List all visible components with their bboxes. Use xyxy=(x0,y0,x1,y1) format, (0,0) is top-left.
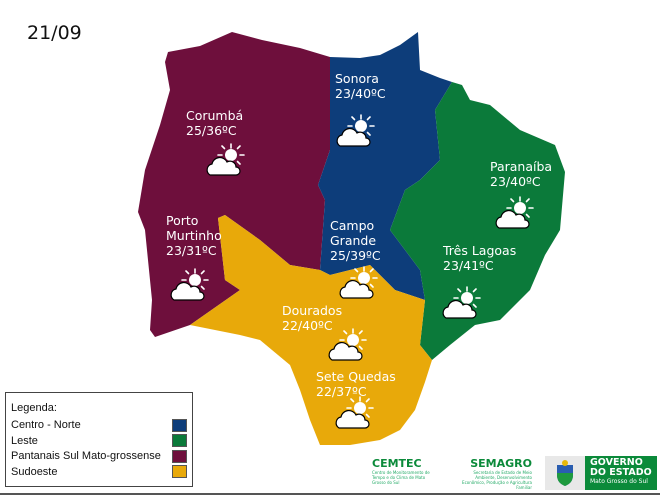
cemtec-subtitle: Centro de Monitoramento de Tempo e do Cl… xyxy=(372,470,430,485)
city-name: Campo xyxy=(330,218,375,233)
legend-item-sudoeste: Sudoeste xyxy=(11,464,192,480)
city-porto-murtinho: Porto Murtinho 23/31ºC xyxy=(166,213,222,258)
forecast-date: 21/09 xyxy=(27,22,82,44)
city-temp: 23/40ºC xyxy=(335,86,386,101)
city-temp: 23/31ºC xyxy=(166,243,217,258)
legend-label: Leste xyxy=(11,434,38,447)
city-name: Três Lagoas xyxy=(443,243,517,258)
semagro-name: SEMAGRO xyxy=(470,457,532,470)
legend-swatch xyxy=(172,465,187,479)
region-centro-norte xyxy=(318,32,452,300)
city-name: Porto xyxy=(166,213,199,228)
divider xyxy=(0,493,660,495)
legend: Legenda: Centro - Norte Leste Pantanais … xyxy=(5,392,193,487)
legend-swatch xyxy=(172,449,187,463)
city-temp: 23/41ºC xyxy=(443,258,494,273)
legend-label: Sudoeste xyxy=(11,465,58,478)
region-pantanais xyxy=(138,32,330,337)
city-temp: 25/36ºC xyxy=(186,123,237,138)
partly-cloudy-icon xyxy=(204,142,248,178)
semagro-logo: SEMAGRO Secretaria de Estado de Meio Amb… xyxy=(452,457,532,490)
city-name: Dourados xyxy=(282,303,343,318)
city-temp: 22/40ºC xyxy=(282,318,333,333)
governo-text: GOVERNO DO ESTADO Mato Grosso do Sul xyxy=(585,456,657,490)
city-temp: 23/40ºC xyxy=(490,174,541,189)
city-paranaiba: Paranaíba 23/40ºC xyxy=(490,159,552,189)
governo-line2: DO ESTADO xyxy=(590,467,652,478)
legend-label: Pantanais Sul Mato-grossense xyxy=(11,450,161,463)
city-sonora: Sonora 23/40ºC xyxy=(335,71,386,101)
cemtec-name: CEMTEC xyxy=(372,457,422,470)
city-corumba: Corumbá 25/36ºC xyxy=(186,108,243,138)
city-name: Sonora xyxy=(335,71,379,86)
legend-title: Legenda: xyxy=(11,402,57,414)
governo-line3: Mato Grosso do Sul xyxy=(590,478,648,485)
legend-label: Centro - Norte xyxy=(11,419,81,432)
semagro-subtitle: Secretaria de Estado de Meio Ambiente, D… xyxy=(462,470,532,490)
legend-item-leste: Leste xyxy=(11,433,192,449)
governo-logo: GOVERNO DO ESTADO Mato Grosso do Sul xyxy=(545,456,657,490)
city-temp: 25/39ºC xyxy=(330,248,381,263)
partly-cloudy-icon xyxy=(168,267,212,303)
partly-cloudy-icon xyxy=(440,285,484,321)
city-dourados: Dourados 22/40ºC xyxy=(282,303,342,333)
governo-line1: GOVERNO xyxy=(590,457,643,468)
cemtec-logo: CEMTEC Centro de Monitoramento de Tempo … xyxy=(372,457,434,485)
coat-of-arms-icon xyxy=(545,456,585,490)
legend-swatch xyxy=(172,418,187,432)
city-tres-lagoas: Três Lagoas 23/41ºC xyxy=(443,243,516,273)
legend-swatch xyxy=(172,434,187,448)
region-leste xyxy=(390,82,565,360)
partly-cloudy-icon xyxy=(337,265,381,301)
city-campo-grande: Campo Grande 25/39ºC xyxy=(330,218,381,263)
partly-cloudy-icon xyxy=(334,113,378,149)
city-sete-quedas: Sete Quedas 22/37ºC xyxy=(316,369,396,399)
city-temp: 22/37ºC xyxy=(316,384,367,399)
city-name: Corumbá xyxy=(186,108,244,123)
city-name: Sete Quedas xyxy=(316,369,396,384)
city-name: Murtinho xyxy=(166,228,222,243)
region-sudoeste xyxy=(190,215,432,445)
city-name: Grande xyxy=(330,233,377,248)
legend-item-centro-norte: Centro - Norte xyxy=(11,418,192,434)
partly-cloudy-icon xyxy=(493,195,537,231)
partly-cloudy-icon xyxy=(326,327,370,363)
partly-cloudy-icon xyxy=(333,395,377,431)
city-name: Paranaíba xyxy=(490,159,553,174)
legend-item-pantanais: Pantanais Sul Mato-grossense xyxy=(11,449,192,465)
